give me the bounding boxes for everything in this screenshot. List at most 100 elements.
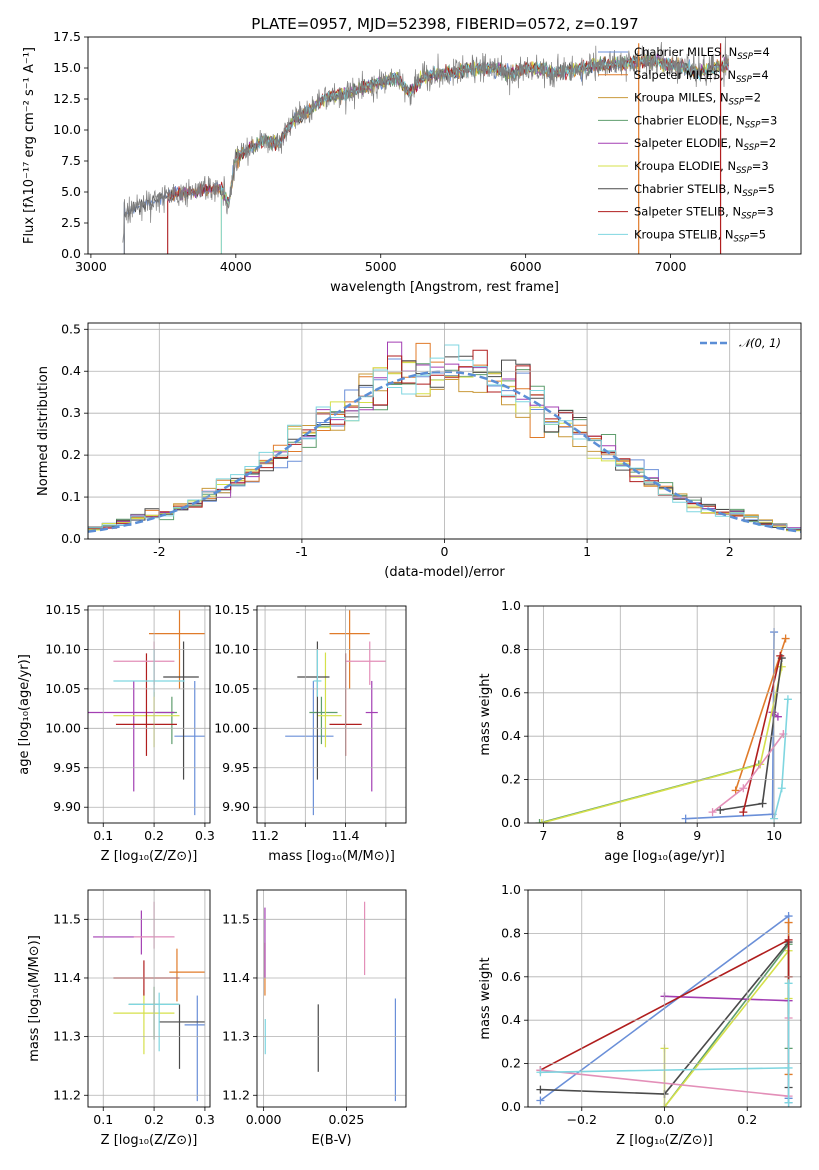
mass-weight-line	[734, 638, 787, 791]
legend-label-count: =2	[744, 91, 761, 105]
mass-weight-marker	[784, 979, 793, 988]
y-tick-label: 0.8	[501, 925, 521, 940]
legend-label: Chabrier MILES, NSSP=4	[634, 45, 770, 62]
x-axis-label: Z [log₁₀(Z/Z⊙)]	[101, 849, 198, 864]
mass-weight-line	[663, 948, 790, 1107]
mass-weight-line	[771, 711, 779, 718]
mass-weight-marker	[776, 651, 785, 660]
x-tick-label: 0.000	[246, 1112, 282, 1127]
legend-label-text: Salpeter STELIB, N	[634, 205, 741, 219]
x-tick-label: −0.2	[567, 1112, 597, 1127]
errorbar-point	[113, 641, 175, 685]
legend-label-subscript: SSP	[745, 120, 761, 130]
axes-frame	[87, 322, 802, 540]
mass-weight-line	[742, 655, 781, 813]
errorbar-point	[115, 653, 177, 756]
y-tick-label: 11.4	[53, 970, 81, 985]
x-tick-label: 0.3	[195, 828, 215, 843]
x-tick-label: 7	[539, 828, 547, 843]
errorbar-point	[184, 995, 205, 1102]
legend-label-text: Kroupa ELODIE, N	[634, 159, 736, 173]
y-tick-label: 5.0	[61, 184, 81, 199]
spectrum-panel: 3000 4000 5000 6000 7000 0.0 2.5 5.0 7.5 10.0 12.5…	[22, 29, 802, 295]
model-spectrum-line	[220, 54, 729, 254]
y-tick-label: 11.3	[222, 1029, 250, 1044]
age-vs-Z-plot-area	[88, 609, 205, 816]
y-tick-label: 0.4	[501, 728, 521, 743]
observed-spectrum-line	[122, 37, 729, 243]
legend-label-subscript: SSP	[741, 212, 757, 222]
mass-weight-vs-Z-panel: −0.2 0.0 0.2 0.0 0.2 0.4 0.6 0.8 1.0 Z [log₁₀(Z/Z…	[478, 882, 802, 1148]
axes-frame	[87, 36, 802, 255]
legend-label-count: =5	[749, 227, 766, 241]
y-tick-label: 11.5	[53, 911, 81, 926]
legend-label: 𝒩(0, 1)	[739, 336, 781, 350]
y-tick-label: 0.0	[61, 246, 81, 261]
model-spectrum-line	[167, 52, 729, 254]
y-axis-label: Normed distribution	[36, 366, 51, 496]
y-tick-label: 15.0	[53, 60, 81, 75]
legend-label: Salpeter MILES, NSSP=4	[634, 68, 769, 85]
legend-label: Chabrier ELODIE, NSSP=3	[634, 113, 777, 130]
x-tick-label: 0.3	[195, 1112, 215, 1127]
x-axis-label: E(B-V)	[311, 1133, 351, 1148]
x-axis-label: Z [log₁₀(Z/Z⊙)]	[616, 1133, 713, 1148]
y-tick-label: 0.2	[501, 772, 521, 787]
legend-label: Kroupa MILES, NSSP=2	[634, 91, 761, 108]
mass-weight-marker	[536, 1096, 545, 1105]
x-axis-label: (data-model)/error	[384, 565, 505, 580]
y-axis-label: mass weight	[478, 957, 493, 1039]
mass-weight-marker	[708, 808, 717, 817]
mass-weight-marker	[537, 819, 546, 823]
y-tick-label: 10.05	[45, 681, 81, 696]
errorbar-point	[113, 649, 185, 697]
y-tick-label: 10.10	[214, 641, 250, 656]
mass-weight-marker	[777, 784, 786, 793]
y-tick-label: 7.5	[61, 153, 81, 168]
model-spectrum-line	[220, 55, 729, 254]
x-tick-label: 8	[616, 828, 624, 843]
mass-weight-marker	[739, 784, 748, 793]
errorbar-point	[317, 652, 342, 748]
legend-label: Salpeter ELODIE, NSSP=2	[634, 136, 776, 153]
model-spectrum-line	[123, 54, 729, 254]
legend-label-subscript: SSP	[736, 166, 752, 176]
mass-weight-marker	[781, 634, 790, 643]
y-tick-label: 0.0	[501, 815, 521, 830]
x-axis-label: wavelength [Angstrom, rest frame]	[330, 280, 559, 295]
age-vs-Z-panel: 0.1 0.2 0.3 9.90 9.95 10.00 10.05 10.10 10.15 Z […	[17, 602, 215, 864]
y-tick-label: 11.3	[53, 1029, 81, 1044]
x-axis-label: Z [log₁₀(Z/Z⊙)]	[101, 1133, 198, 1148]
axes-frame	[256, 605, 407, 824]
errorbar-point	[156, 696, 177, 745]
y-tick-label: 10.0	[53, 122, 81, 137]
legend-label-subscript: SSP	[734, 234, 750, 244]
y-tick-label: 0.0	[61, 531, 81, 546]
y-tick-label: 0.0	[501, 1099, 521, 1114]
y-tick-label: 0.2	[61, 447, 81, 462]
axes-frame	[256, 889, 407, 1108]
y-tick-label: 0.2	[501, 1056, 521, 1071]
y-tick-label: 0.6	[501, 969, 521, 984]
mass-weight-vs-age-plot-area	[535, 628, 792, 823]
x-tick-label: 7000	[655, 259, 687, 274]
x-axis-label: age [log₁₀(age/yr)]	[604, 849, 725, 864]
model-spectrum-line	[167, 53, 729, 254]
x-tick-label: 0	[441, 544, 449, 559]
legend-label-count: =3	[757, 205, 774, 219]
residual-histogram-panel: -2 -1 0 1 2 0.0 0.1 0.2 0.3 0.4 0.5 (data-model)/er…	[36, 321, 802, 580]
errorbar-point	[88, 680, 175, 792]
axes-frame	[87, 889, 211, 1108]
x-tick-label: 0.1	[93, 828, 113, 843]
y-tick-label: 1.0	[501, 598, 521, 613]
y-tick-label: 12.5	[53, 91, 81, 106]
legend-label: Salpeter STELIB, NSSP=3	[634, 205, 774, 222]
y-tick-label: 2.5	[61, 215, 81, 230]
y-tick-label: 1.0	[501, 882, 521, 897]
legend-label-text: Salpeter ELODIE, N	[634, 136, 744, 150]
legend-label-subscript: SSP	[744, 143, 760, 153]
x-tick-label: 11.4	[332, 828, 360, 843]
legend-label-subscript: SSP	[736, 75, 752, 85]
errorbar-point	[174, 680, 205, 816]
